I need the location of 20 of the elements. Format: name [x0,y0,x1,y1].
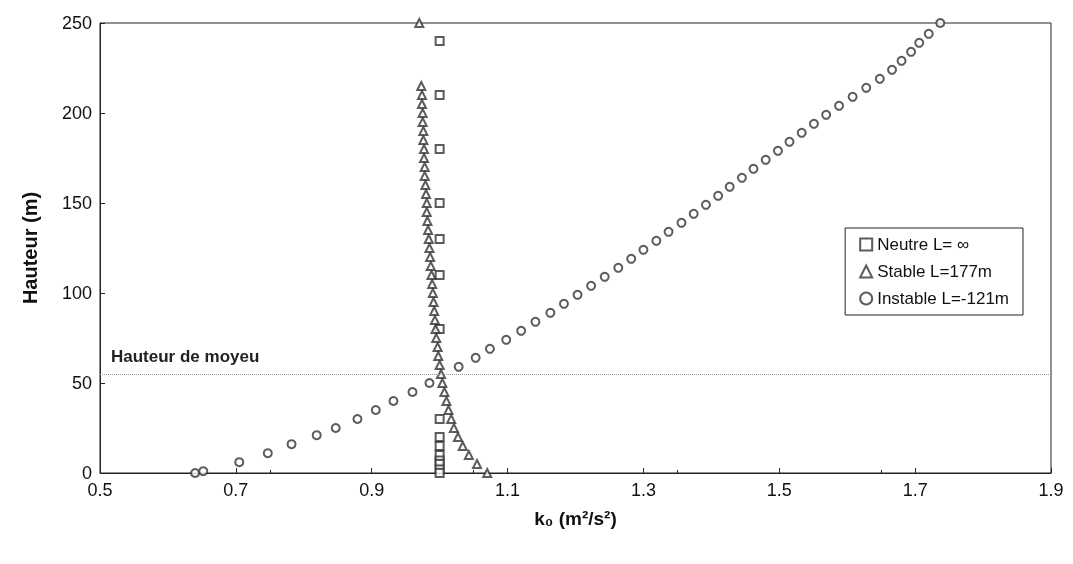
y-tick-label: 250 [61,13,92,33]
x-tick-label: 1.7 [902,480,928,500]
y-axis-title: Hauteur (m) [19,191,41,305]
x-axis-title: k₀ (m²/s²) [534,508,617,529]
y-tick-label: 100 [61,283,92,303]
x-tick-label: 1.5 [766,480,792,500]
x-tick-label: 0.7 [223,480,249,500]
legend-label: Instable L=-121m [877,289,1010,308]
y-tick-label: 0 [81,463,92,483]
x-tick-label: 0.9 [359,480,385,500]
y-tick-label: 50 [71,373,92,393]
ref-line-label: Hauteur de moyeu [111,347,260,366]
x-tick-label: 1.9 [1038,480,1064,500]
y-tick-label: 150 [61,193,92,213]
legend-label: Neutre L= ∞ [877,235,970,254]
x-tick-label: 1.1 [495,480,521,500]
x-tick-label: 0.5 [87,480,113,500]
y-tick-label: 200 [61,103,92,123]
x-tick-label: 1.3 [630,480,656,500]
legend-label: Stable L=177m [877,262,993,281]
